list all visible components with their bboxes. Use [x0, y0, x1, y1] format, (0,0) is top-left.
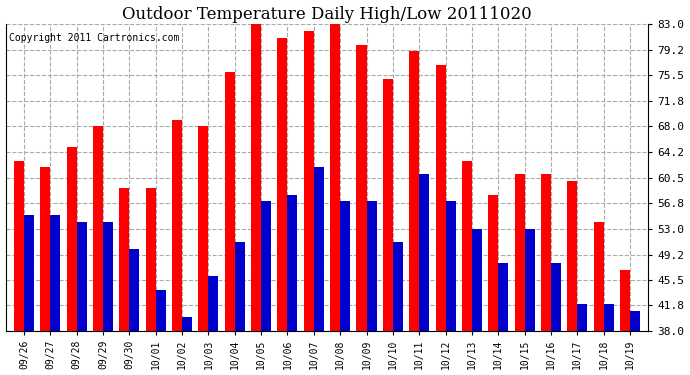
Bar	[446, 201, 455, 331]
Bar	[77, 222, 87, 331]
Bar	[119, 188, 130, 331]
Bar	[498, 263, 509, 331]
Bar	[130, 249, 139, 331]
Bar	[182, 317, 192, 331]
Bar	[24, 215, 34, 331]
Bar	[515, 174, 524, 331]
Bar	[225, 72, 235, 331]
Bar	[524, 229, 535, 331]
Bar	[103, 222, 113, 331]
Bar	[14, 160, 24, 331]
Bar	[409, 51, 420, 331]
Bar	[567, 181, 578, 331]
Bar	[304, 31, 314, 331]
Bar	[357, 45, 366, 331]
Bar	[93, 126, 103, 331]
Bar	[288, 195, 297, 331]
Bar	[541, 174, 551, 331]
Bar	[40, 167, 50, 331]
Bar	[630, 310, 640, 331]
Bar	[620, 270, 630, 331]
Bar	[383, 79, 393, 331]
Bar	[604, 304, 613, 331]
Bar	[340, 201, 350, 331]
Bar	[50, 215, 60, 331]
Bar	[593, 222, 604, 331]
Bar	[578, 304, 587, 331]
Bar	[146, 188, 156, 331]
Bar	[489, 195, 498, 331]
Bar	[261, 201, 271, 331]
Bar	[199, 126, 208, 331]
Bar	[172, 120, 182, 331]
Bar	[251, 24, 261, 331]
Title: Outdoor Temperature Daily High/Low 20111020: Outdoor Temperature Daily High/Low 20111…	[122, 6, 532, 22]
Bar	[462, 160, 472, 331]
Bar	[277, 38, 288, 331]
Bar	[551, 263, 561, 331]
Bar	[235, 242, 245, 331]
Bar	[156, 290, 166, 331]
Bar	[314, 167, 324, 331]
Bar	[208, 276, 219, 331]
Bar	[472, 229, 482, 331]
Bar	[393, 242, 403, 331]
Bar	[420, 174, 429, 331]
Text: Copyright 2011 Cartronics.com: Copyright 2011 Cartronics.com	[9, 33, 179, 44]
Bar	[366, 201, 377, 331]
Bar	[67, 147, 77, 331]
Bar	[330, 24, 340, 331]
Bar	[435, 65, 446, 331]
